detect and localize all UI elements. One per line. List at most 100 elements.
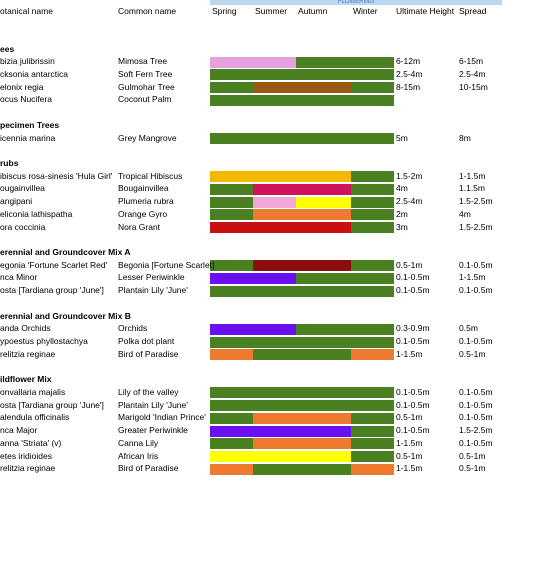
botanical-name-cell[interactable]: anna 'Striata' (v) [0, 437, 62, 448]
spread-cell[interactable]: 0.5-1m [459, 450, 486, 461]
common-name-cell[interactable]: Plantain Lily 'June' [118, 285, 188, 296]
common-name-cell[interactable]: Bougainvillea [118, 183, 169, 194]
common-name-cell[interactable]: Mimosa Tree [118, 56, 168, 67]
botanical-name-cell[interactable]: ougainvillea [0, 183, 45, 194]
common-name-cell[interactable]: Plumeria rubra [118, 196, 174, 207]
height-cell[interactable]: 5m [396, 132, 408, 143]
botanical-name-cell[interactable]: ypoestus phyllostachya [0, 336, 88, 347]
spread-cell[interactable]: 0.1-0.5m [459, 412, 493, 423]
height-cell[interactable]: 2.5-4m [396, 68, 423, 79]
header-botanical-name[interactable]: otanical name [0, 6, 53, 16]
header-spring[interactable]: Spring [212, 6, 237, 16]
section-title[interactable]: ildflower Mix [0, 374, 52, 385]
botanical-name-cell[interactable]: nca Minor [0, 272, 38, 283]
spread-cell[interactable]: 2.5-4m [459, 68, 486, 79]
common-name-cell[interactable]: Orange Gyro [118, 208, 168, 219]
spread-cell[interactable]: 1.1.5m [459, 183, 485, 194]
botanical-name-cell[interactable]: relitzia reginae [0, 463, 56, 474]
common-name-cell[interactable]: Tropical Hibiscus [118, 170, 183, 181]
botanical-name-cell[interactable]: osta [Tardiana group 'June'] [0, 285, 104, 296]
spread-cell[interactable]: 0.1-0.5m [459, 336, 493, 347]
height-cell[interactable]: 2m [396, 208, 408, 219]
height-cell[interactable]: 0.5-1m [396, 259, 423, 270]
botanical-name-cell[interactable]: relitzia reginae [0, 348, 56, 359]
spread-cell[interactable]: 4m [459, 208, 471, 219]
botanical-name-cell[interactable]: alendula officinalis [0, 412, 70, 423]
botanical-name-cell[interactable]: eliconia lathispatha [0, 208, 73, 219]
botanical-name-cell[interactable]: etes iridioides [0, 450, 52, 461]
spread-cell[interactable]: 0.5-1m [459, 463, 486, 474]
header-summer[interactable]: Summer [255, 6, 288, 16]
botanical-name-cell[interactable]: angipani [0, 196, 33, 207]
section-title[interactable]: ees [0, 43, 15, 54]
spread-cell[interactable]: 0.5-1m [459, 348, 486, 359]
header-autumn[interactable]: Autumn [298, 6, 328, 16]
header-ultimate-height[interactable]: Ultimate Height [396, 6, 455, 16]
spread-cell[interactable]: 1.5-2.5m [459, 425, 493, 436]
botanical-name-cell[interactable]: anda Orchids [0, 323, 51, 334]
botanical-name-cell[interactable]: ocus Nucifera [0, 94, 52, 105]
common-name-cell[interactable]: Bird of Paradise [118, 463, 179, 474]
spread-cell[interactable]: 0.1-0.5m [459, 259, 493, 270]
common-name-cell[interactable]: Lily of the valley [118, 386, 179, 397]
header-spread[interactable]: Spread [459, 6, 487, 16]
spread-cell[interactable]: 0.1-0.5m [459, 285, 493, 296]
botanical-name-cell[interactable]: ibiscus rosa-sinesis 'Hula Girl' [0, 170, 113, 181]
spread-cell[interactable]: 8m [459, 132, 471, 143]
section-title[interactable]: pecimen Trees [0, 119, 60, 130]
section-title[interactable]: erennial and Groundcover Mix A [0, 247, 131, 258]
height-cell[interactable]: 3m [396, 221, 408, 232]
botanical-name-cell[interactable]: onvallaria majalis [0, 386, 66, 397]
botanical-name-cell[interactable]: elonix regia [0, 81, 44, 92]
height-cell[interactable]: 2.5-4m [396, 196, 423, 207]
height-cell[interactable]: 0.1-0.5m [396, 425, 430, 436]
spread-cell[interactable]: 0.1-0.5m [459, 437, 493, 448]
common-name-cell[interactable]: Canna Lily [118, 437, 159, 448]
spread-cell[interactable]: 1-1.5m [459, 272, 486, 283]
header-common-name[interactable]: Common name [118, 6, 177, 16]
height-cell[interactable]: 0.5-1m [396, 412, 423, 423]
spread-cell[interactable]: 0.5m [459, 323, 478, 334]
height-cell[interactable]: 0.1-0.5m [396, 399, 430, 410]
spread-cell[interactable]: 1-1.5m [459, 170, 486, 181]
height-cell[interactable]: 0.3-0.9m [396, 323, 430, 334]
spread-cell[interactable]: 6-15m [459, 56, 484, 67]
spread-cell[interactable]: 10-15m [459, 81, 488, 92]
common-name-cell[interactable]: Nora Grant [118, 221, 161, 232]
height-cell[interactable]: 0.1-0.5m [396, 285, 430, 296]
botanical-name-cell[interactable]: ora coccinia [0, 221, 46, 232]
botanical-name-cell[interactable]: bizia julibrissin [0, 56, 55, 67]
common-name-cell[interactable]: Marigold 'Indian Prince' [118, 412, 206, 423]
botanical-name-cell[interactable]: nca Major [0, 425, 38, 436]
botanical-name-cell[interactable]: osta [Tardiana group 'June'] [0, 399, 104, 410]
spread-cell[interactable]: 0.1-0.5m [459, 399, 493, 410]
height-cell[interactable]: 0.1-0.5m [396, 386, 430, 397]
height-cell[interactable]: 4m [396, 183, 408, 194]
common-name-cell[interactable]: Polka dot plant [118, 336, 175, 347]
common-name-cell[interactable]: Greater Periwinkle [118, 425, 188, 436]
height-cell[interactable]: 0.1-0.5m [396, 272, 430, 283]
common-name-cell[interactable]: Orchids [118, 323, 148, 334]
common-name-cell[interactable]: Bird of Paradise [118, 348, 179, 359]
common-name-cell[interactable]: Coconut Palm [118, 94, 172, 105]
height-cell[interactable]: 6-12m [396, 56, 421, 67]
common-name-cell[interactable]: Begonia [Fortune Scarlet] [118, 259, 215, 270]
height-cell[interactable]: 1-1.5m [396, 437, 423, 448]
height-cell[interactable]: 8-15m [396, 81, 421, 92]
botanical-name-cell[interactable]: icennia marina [0, 132, 56, 143]
height-cell[interactable]: 0.1-0.5m [396, 336, 430, 347]
section-title[interactable]: rubs [0, 157, 19, 168]
common-name-cell[interactable]: African Iris [118, 450, 159, 461]
spread-cell[interactable]: 1.5-2.5m [459, 196, 493, 207]
spread-cell[interactable]: 1.5-2.5m [459, 221, 493, 232]
botanical-name-cell[interactable]: egonia 'Fortune Scarlet Red' [0, 259, 108, 270]
height-cell[interactable]: 0.5-1m [396, 450, 423, 461]
section-title[interactable]: erennial and Groundcover Mix B [0, 310, 131, 321]
spread-cell[interactable]: 0.1-0.5m [459, 386, 493, 397]
common-name-cell[interactable]: Lesser Periwinkle [118, 272, 185, 283]
header-winter[interactable]: Winter [353, 6, 378, 16]
height-cell[interactable]: 1-1.5m [396, 348, 423, 359]
height-cell[interactable]: 1.5-2m [396, 170, 423, 181]
botanical-name-cell[interactable]: cksonia antarctica [0, 68, 69, 79]
height-cell[interactable]: 1-1.5m [396, 463, 423, 474]
